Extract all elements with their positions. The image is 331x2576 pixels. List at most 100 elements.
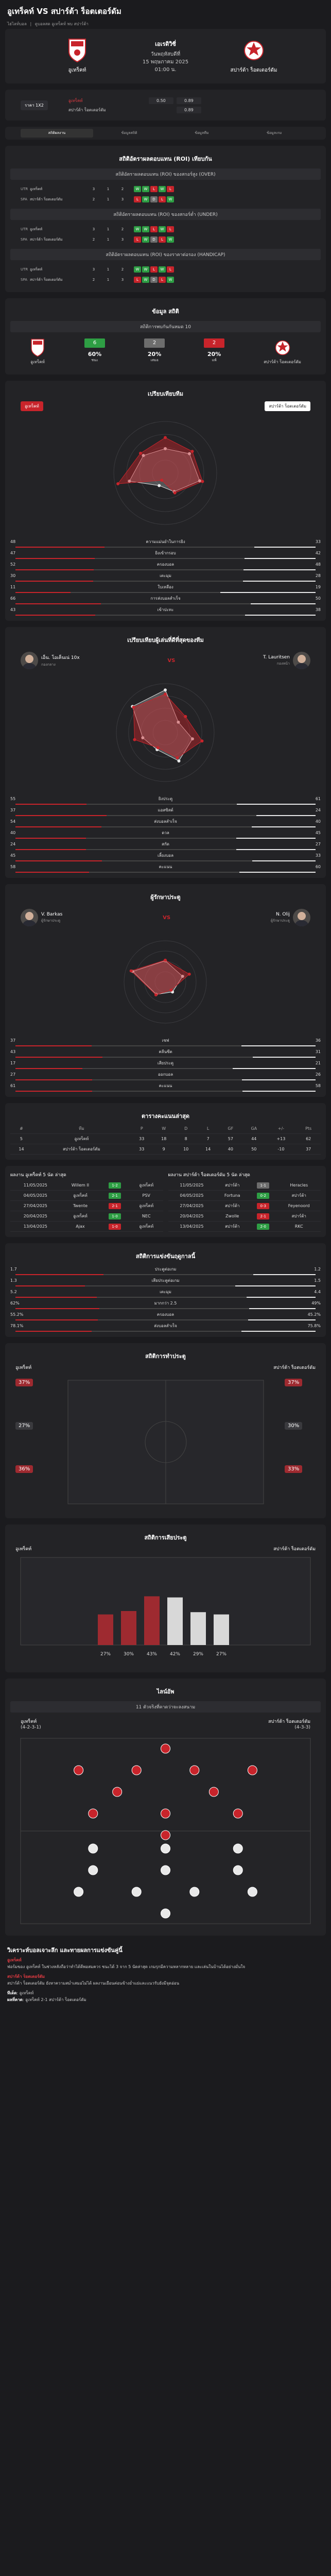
goal-time-card: สถิติการทำประตู อูเทร็คท์ สปาร์ต้า ร็อตเต… bbox=[5, 1343, 326, 1518]
concede-bar bbox=[98, 1614, 113, 1645]
recent-away-table: 11/05/2025 สปาร์ต้า 1-1 Heracles 04/05/2025 F… bbox=[168, 1180, 321, 1232]
odds-pill[interactable]: ราคา 1X2 bbox=[21, 100, 48, 110]
tab-game[interactable]: ข้อมูลเกม bbox=[267, 131, 282, 135]
roi-under-title: สถิติอัตราผลตอบแทน (ROI) ของสกอร์ต่ำ (UN… bbox=[10, 209, 321, 220]
radar-point bbox=[116, 482, 120, 485]
player-marker[interactable] bbox=[74, 1765, 84, 1775]
table-row[interactable]: 13/04/2025 สปาร์ต้า 2-0 RKC bbox=[168, 1222, 321, 1232]
form-badge: W bbox=[167, 277, 174, 283]
table-row[interactable]: 27/04/2025 Twente 2-1 อูเทร็คท์ bbox=[10, 1201, 163, 1211]
radar-point bbox=[133, 738, 136, 741]
section-title: ผู้รักษาประตู bbox=[150, 894, 181, 901]
player-marker[interactable] bbox=[88, 1808, 98, 1819]
form-badge: L bbox=[150, 266, 158, 273]
concede-card: สถิติการเสียประตู อูเทร็คท์ สปาร์ต้า ร็อต… bbox=[5, 1524, 326, 1672]
form-badge: L bbox=[159, 236, 166, 243]
player-marker[interactable] bbox=[161, 1843, 170, 1854]
goal-pct: 37% bbox=[15, 1375, 46, 1389]
odds-value[interactable]: 0.89 bbox=[176, 97, 201, 104]
stat-row: 47 ยิงเข้ากรอบ 42 bbox=[10, 548, 321, 559]
tab-team[interactable]: ข้อมูลทีม bbox=[195, 131, 209, 135]
player-marker[interactable] bbox=[131, 1887, 142, 1897]
player-marker[interactable] bbox=[112, 1787, 123, 1797]
home-team[interactable]: อูเทร็คท์ bbox=[26, 38, 129, 74]
breadcrumb-current: ดูบอลสด อูเทร็คท์ พบ สปาร์ต้า bbox=[34, 22, 89, 26]
radar-point bbox=[176, 756, 179, 759]
player-marker[interactable] bbox=[233, 1808, 243, 1819]
breadcrumb: ไฮไลท์บอล | ดูบอลสด อูเทร็คท์ พบ สปาร์ต้… bbox=[7, 21, 324, 27]
stat-row: 55.2% ครองบอล 45.2% bbox=[10, 1309, 321, 1320]
goal-pct: 36% bbox=[15, 1462, 46, 1476]
table-row[interactable]: 20/04/2025 อูเทร็คท์ 1-0 NEC bbox=[10, 1211, 163, 1222]
section-title: ข้อมูล สถิติ bbox=[152, 308, 179, 315]
h2h-win: 6 60% ชนะ bbox=[84, 338, 106, 365]
away-team-name: สปาร์ต้า ร็อตเตอร์ดัม bbox=[230, 67, 277, 73]
player-marker[interactable] bbox=[189, 1887, 200, 1897]
stat-row: 58 คะแนน 60 bbox=[10, 861, 321, 873]
h2h-home: อูเทร็คท์ bbox=[30, 338, 45, 365]
stat-row: 30 เตะมุม 28 bbox=[10, 570, 321, 582]
player-marker[interactable] bbox=[161, 1865, 170, 1875]
player-marker[interactable] bbox=[189, 1765, 200, 1775]
goal-pct: 37% bbox=[285, 1375, 316, 1389]
roi-row: SPA สปาร์ต้า ร็อตเตอร์ดัม 2 1 3 L W D L W bbox=[21, 234, 310, 245]
form-badge: W bbox=[159, 266, 166, 273]
stat-row: 66 การส่งบอลสำเร็จ 50 bbox=[10, 593, 321, 604]
table-row[interactable]: 14 สปาร์ต้า ร็อตเตอร์ดัม 33 9 10 14 40 50 -10 37 bbox=[10, 1144, 321, 1155]
tab-form[interactable]: สถิติผลงาน bbox=[21, 129, 93, 138]
table-row[interactable]: 5 อูเทร็คท์ 33 18 8 7 57 44 +13 62 bbox=[10, 1134, 321, 1144]
odds-card: ราคา 1X2 อูเทร็คท์ 0.50 0.89 สปาร์ต้า ร็… bbox=[5, 90, 326, 121]
table-row[interactable]: 20/04/2025 Zwolle 2-1 สปาร์ต้า bbox=[168, 1211, 321, 1222]
player-marker[interactable] bbox=[233, 1865, 243, 1875]
home-team-name: อูเทร็คท์ bbox=[68, 67, 86, 73]
player-marker[interactable] bbox=[161, 1808, 170, 1819]
radar-point bbox=[187, 452, 191, 455]
roi-row: UTR อูเทร็คท์ 3 1 2 W W L W L bbox=[21, 264, 310, 275]
concede-bar bbox=[121, 1611, 136, 1645]
player-marker[interactable] bbox=[74, 1887, 84, 1897]
radar-point bbox=[141, 736, 145, 739]
concede-label: 42% bbox=[170, 1652, 180, 1657]
home-radar-area bbox=[133, 693, 203, 758]
h2h-away: สปาร์ต้า ร็อตเตอร์ดัม bbox=[264, 338, 301, 365]
player-marker[interactable] bbox=[88, 1865, 98, 1875]
tab-stats[interactable]: ข้อมูลสถิติ bbox=[121, 131, 137, 135]
pitch-graphic bbox=[67, 1380, 264, 1504]
stat-row: 11 ใบเหลือง 19 bbox=[10, 582, 321, 593]
home-radar-area bbox=[117, 437, 203, 494]
league-table: # ทีม P W D L GF GA +/- Pts 5 อูเทร็คท์ 33 18 8 7 57 44 +1… bbox=[10, 1124, 321, 1155]
table-row[interactable]: 13/04/2025 Ajax 1-0 อูเทร็คท์ bbox=[10, 1222, 163, 1232]
player-marker[interactable] bbox=[247, 1765, 257, 1775]
player-marker[interactable] bbox=[208, 1787, 219, 1797]
player-marker[interactable] bbox=[88, 1843, 98, 1854]
table-row[interactable]: 27/04/2025 สปาร์ต้า 0-3 Feyenoord bbox=[168, 1201, 321, 1211]
stat-row: 62% มากกว่า 2.5 49% bbox=[10, 1298, 321, 1309]
team-radar bbox=[113, 421, 217, 525]
away-team-chip[interactable]: สปาร์ต้า ร็อตเตอร์ดัม bbox=[265, 401, 310, 411]
h2h-draw: 2 20% เสมอ bbox=[144, 338, 165, 365]
stat-row: 24 สกัด 27 bbox=[10, 839, 321, 850]
player-marker[interactable] bbox=[247, 1887, 257, 1897]
table-row[interactable]: 04/05/2025 อูเทร็คท์ 2-1 PSV bbox=[10, 1191, 163, 1201]
player-marker[interactable] bbox=[131, 1765, 142, 1775]
table-row[interactable]: 11/05/2025 Willem II 1-2 อูเทร็คท์ bbox=[10, 1180, 163, 1191]
table-row[interactable]: 11/05/2025 สปาร์ต้า 1-1 Heracles bbox=[168, 1180, 321, 1191]
roi-card: สถิติอัตราผลตอบแทน (ROI) เทียบกัน สถิติอ… bbox=[5, 146, 326, 292]
player-marker[interactable] bbox=[161, 1830, 170, 1840]
form-badge: L bbox=[167, 266, 174, 273]
odds-value[interactable]: 0.89 bbox=[176, 106, 201, 113]
player-marker[interactable] bbox=[161, 1908, 170, 1919]
home-team-chip[interactable]: อูเทร็คท์ bbox=[21, 401, 43, 411]
away-team[interactable]: สปาร์ต้า ร็อตเตอร์ดัม bbox=[202, 38, 305, 74]
form-badge: L bbox=[134, 277, 141, 283]
player-marker[interactable] bbox=[233, 1843, 243, 1854]
table-row[interactable]: 04/05/2025 Fortuna 0-2 สปาร์ต้า bbox=[168, 1191, 321, 1201]
odds-value[interactable]: 0.50 bbox=[148, 97, 173, 104]
form-badge: W bbox=[142, 186, 149, 192]
goal-pct: 30% bbox=[285, 1418, 316, 1433]
vs-label: VS bbox=[167, 657, 176, 664]
form-badge: W bbox=[134, 226, 141, 232]
breadcrumb-home[interactable]: ไฮไลท์บอล bbox=[7, 22, 27, 26]
player-compare-card: เปรียบเทียบผู้เล่นที่ดีที่สุดของทีม เอ็น… bbox=[5, 627, 326, 878]
player-marker[interactable] bbox=[161, 1743, 170, 1754]
